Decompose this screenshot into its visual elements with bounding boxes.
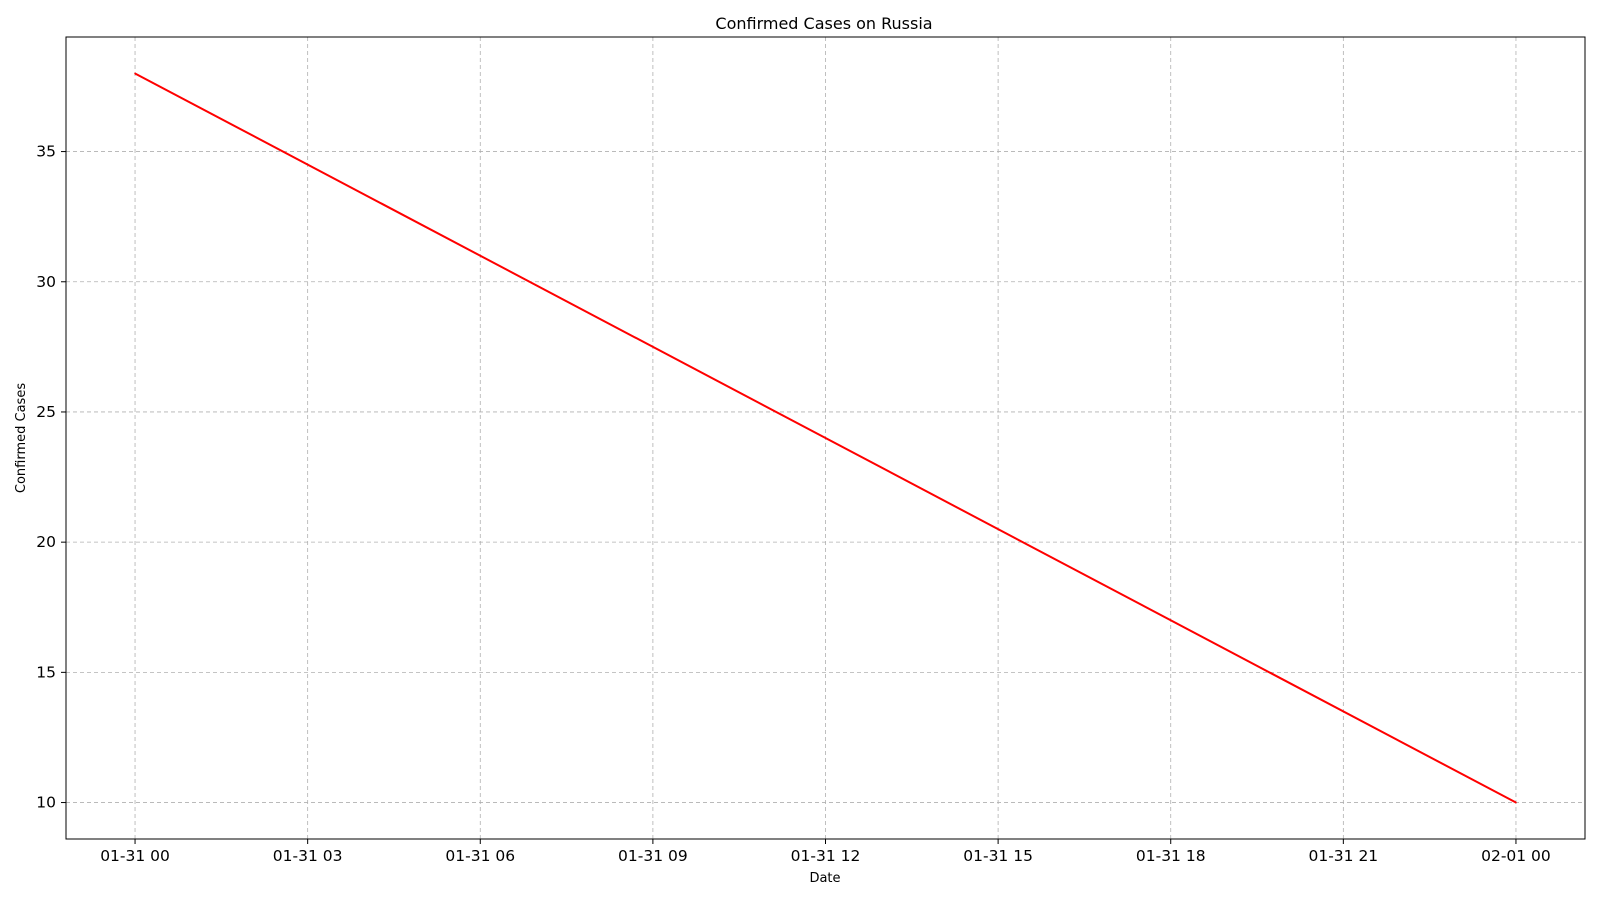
y-tick-label: 25 [36,403,56,421]
y-axis-label: Confirmed Cases [14,383,29,493]
x-tick-label: 01-31 12 [791,847,861,865]
x-tick-label: 01-31 09 [618,847,688,865]
x-tick-label: 01-31 21 [1308,847,1378,865]
x-axis: 01-31 00 01-31 03 01-31 06 01-31 09 01-31 12… [100,839,1551,865]
x-tick-label: 02-01 00 [1481,847,1551,865]
data-point [1515,801,1517,804]
x-tick-label: 01-31 18 [1136,847,1206,865]
y-tick-label: 10 [36,794,56,812]
x-tick-label: 01-31 06 [445,847,515,865]
x-tick-label: 01-31 00 [100,847,170,865]
y-axis: 10 15 20 25 30 35 [36,143,66,812]
series-layer [134,72,1517,804]
y-tick-label: 30 [36,273,56,291]
y-tick-label: 35 [36,143,56,161]
x-axis-label: Date [809,871,840,886]
y-tick-label: 20 [36,533,56,551]
chart-title: Confirmed Cases on Russia [715,14,932,33]
data-point [134,72,136,75]
y-tick-label: 15 [36,663,56,681]
series-line [134,72,1517,804]
x-tick-label: 01-31 15 [963,847,1033,865]
x-tick-label: 01-31 03 [273,847,343,865]
